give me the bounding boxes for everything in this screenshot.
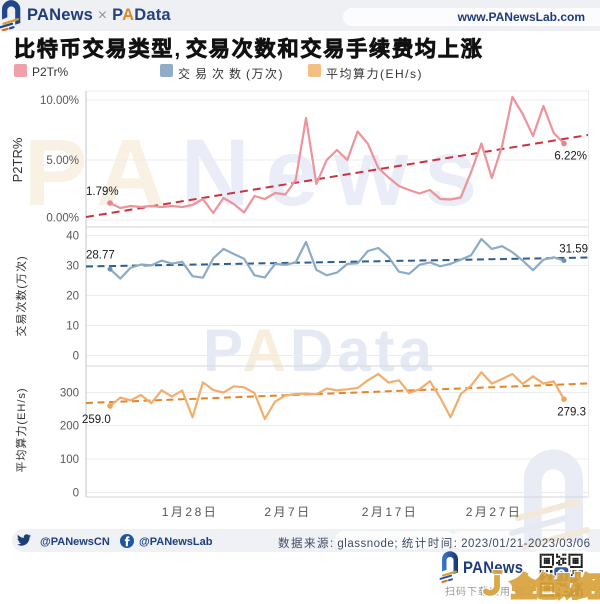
svg-text:金色财经: 金色财经 [510, 572, 600, 602]
svg-text:100: 100 [60, 454, 79, 466]
svg-text:PANews: PANews [24, 120, 493, 226]
svg-text:1月28日: 1月28日 [162, 505, 219, 519]
svg-text:PAData: PAData [203, 317, 436, 384]
svg-text:6.22%: 6.22% [554, 151, 587, 163]
svg-text:20: 20 [66, 291, 79, 303]
svg-text:40: 40 [66, 231, 79, 243]
svg-text:2月7日: 2月7日 [264, 505, 311, 519]
svg-text:28.77: 28.77 [86, 250, 115, 262]
svg-text:10: 10 [66, 321, 79, 333]
svg-text:10.00%: 10.00% [40, 95, 79, 107]
svg-text:2月17日: 2月17日 [362, 505, 419, 519]
svg-text:0: 0 [73, 487, 79, 499]
svg-text:279.3: 279.3 [557, 407, 586, 419]
svg-text:30: 30 [66, 261, 79, 273]
svg-text:200: 200 [60, 421, 79, 433]
svg-text:交易次数(万次): 交易次数(万次) [14, 255, 28, 336]
svg-text:300: 300 [60, 387, 79, 399]
svg-text:31.59: 31.59 [559, 244, 588, 256]
svg-text:5.00%: 5.00% [46, 155, 79, 167]
svg-text:平均算力(EH/s): 平均算力(EH/s) [14, 387, 28, 472]
svg-text:金色财经: 金色财经 [510, 572, 600, 602]
svg-text:P2TR%: P2TR% [10, 137, 25, 182]
svg-text:0: 0 [73, 350, 79, 362]
svg-text:259.0: 259.0 [82, 414, 111, 426]
svg-text:0.00%: 0.00% [46, 213, 79, 225]
svg-text:1.79%: 1.79% [86, 186, 119, 198]
svg-text:2月27日: 2月27日 [466, 505, 523, 519]
